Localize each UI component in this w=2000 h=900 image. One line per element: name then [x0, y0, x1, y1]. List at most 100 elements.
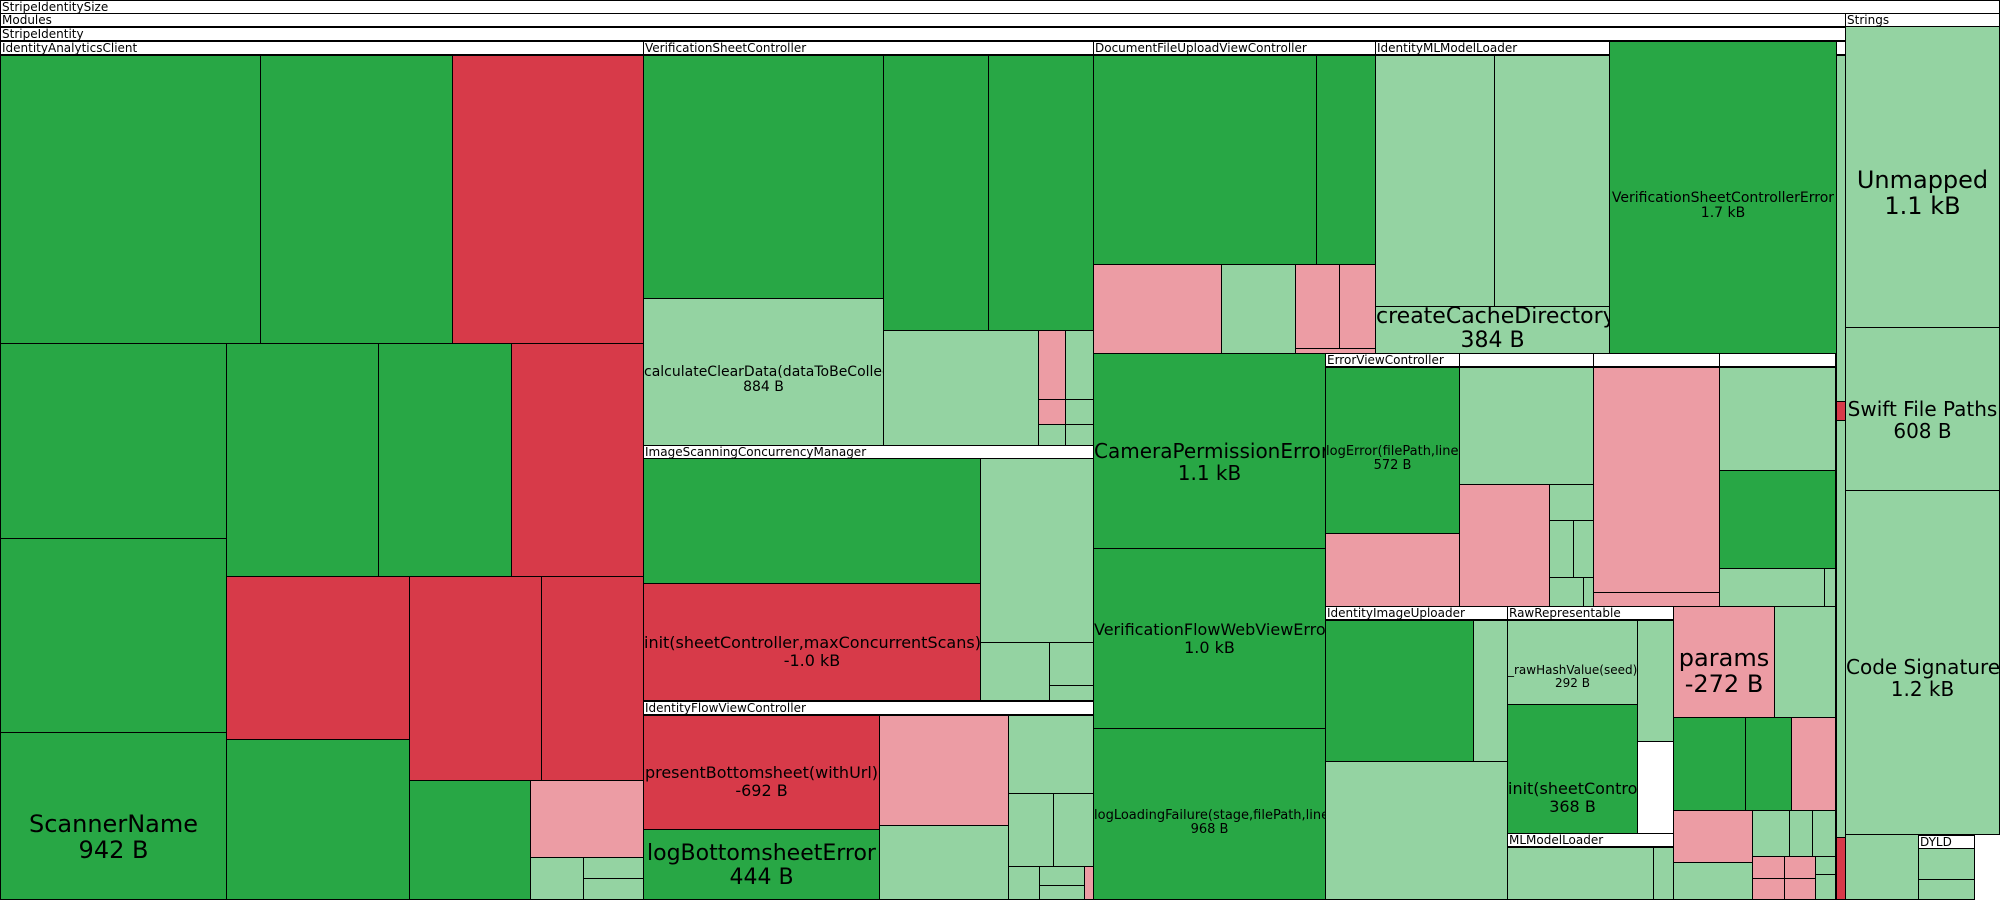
treemap-cell[interactable]: [1325, 533, 1460, 607]
treemap-cell[interactable]: [1815, 874, 1836, 900]
treemap-cell[interactable]: [0, 343, 227, 539]
treemap-cell[interactable]: _rawHashValue(seed) 292 B: [1507, 620, 1638, 705]
treemap-cell[interactable]: createCacheDirectory 384 B: [1375, 306, 1610, 354]
treemap-cell[interactable]: init(sheetController)368 B: [1507, 704, 1638, 834]
treemap-cell[interactable]: [1549, 484, 1594, 521]
treemap-cell[interactable]: [1774, 606, 1836, 718]
treemap-cell[interactable]: [1325, 620, 1474, 762]
treemap-cell[interactable]: [1459, 367, 1594, 485]
treemap-cell[interactable]: [1093, 55, 1317, 265]
treemap-cell[interactable]: VerificationSheetControllerError 1.7 kB: [1609, 41, 1837, 354]
treemap-cell[interactable]: [643, 55, 884, 299]
treemap-cell[interactable]: [409, 576, 542, 781]
treemap-cell[interactable]: [1918, 848, 1975, 880]
treemap-cell[interactable]: [1673, 717, 1746, 811]
treemap-cell[interactable]: [260, 55, 453, 344]
treemap-cell[interactable]: [1637, 620, 1674, 742]
treemap-cell[interactable]: [1049, 685, 1094, 701]
treemap-cell[interactable]: [1008, 793, 1054, 867]
treemap-cell[interactable]: [1784, 878, 1816, 900]
treemap-cell[interactable]: [1038, 399, 1066, 425]
treemap-cell[interactable]: [452, 55, 644, 344]
treemap-cell[interactable]: [1053, 793, 1094, 867]
treemap-cell[interactable]: [583, 878, 644, 900]
treemap-cell[interactable]: [1008, 715, 1094, 794]
treemap-cell[interactable]: [1038, 424, 1066, 446]
treemap-cell[interactable]: [1573, 520, 1594, 578]
treemap-cell[interactable]: [1494, 55, 1610, 307]
treemap-cell[interactable]: [1719, 470, 1836, 569]
treemap-cell[interactable]: [1918, 879, 1975, 900]
treemap-cell[interactable]: [1812, 810, 1836, 857]
treemap-cell[interactable]: [879, 715, 1009, 826]
treemap-cell[interactable]: logLoadingFailure(stage,filePath,line) 96…: [1093, 728, 1326, 900]
treemap-cell[interactable]: [1008, 866, 1040, 900]
treemap-cell[interactable]: [1791, 717, 1836, 811]
treemap-cell[interactable]: [1745, 717, 1792, 811]
treemap-cell[interactable]: logBottomsheetError 444 B: [643, 829, 880, 900]
treemap-cell[interactable]: VerificationFlowWebViewError 1.0 kB: [1093, 548, 1326, 729]
treemap-cell[interactable]: [883, 55, 989, 331]
treemap-cell[interactable]: [879, 825, 1009, 900]
treemap-cell[interactable]: [1065, 399, 1094, 425]
treemap-cell[interactable]: [583, 857, 644, 879]
treemap-cell[interactable]: [1752, 878, 1785, 900]
treemap-cell[interactable]: [226, 343, 379, 577]
treemap-cell[interactable]: [1093, 264, 1222, 354]
treemap-cell[interactable]: [1824, 568, 1836, 607]
treemap-cell[interactable]: [1784, 856, 1816, 879]
treemap-cell[interactable]: [409, 780, 531, 900]
treemap-cell[interactable]: [1039, 866, 1085, 886]
treemap-cell[interactable]: [1316, 55, 1376, 265]
treemap-cell[interactable]: Swift File Paths 608 B: [1845, 327, 2000, 491]
treemap-cell[interactable]: init(sheetController,maxConcurrentScans)…: [643, 583, 981, 701]
treemap-cell[interactable]: [1049, 642, 1094, 686]
treemap-cell[interactable]: calculateClearData(dataToBeCollected)884…: [643, 298, 884, 446]
treemap-cell[interactable]: [1549, 577, 1584, 607]
treemap-cell[interactable]: [1039, 885, 1085, 900]
treemap-cell[interactable]: [226, 739, 410, 900]
treemap-cell[interactable]: [1653, 847, 1674, 900]
treemap-cell[interactable]: [1295, 264, 1340, 349]
treemap-cell[interactable]: [1593, 367, 1720, 593]
treemap-cell[interactable]: Code Signature 1.2 kB: [1845, 490, 2000, 835]
treemap-cell[interactable]: [1719, 568, 1825, 607]
treemap-cell[interactable]: presentBottomsheet(withUrl) -692 B: [643, 715, 880, 830]
treemap-cell[interactable]: [530, 857, 584, 900]
treemap-cell[interactable]: [1593, 592, 1720, 607]
treemap-cell[interactable]: [1789, 810, 1813, 857]
treemap-cell[interactable]: [980, 642, 1050, 701]
treemap-cell[interactable]: [980, 458, 1094, 643]
treemap-cell[interactable]: [988, 55, 1094, 331]
treemap-cell[interactable]: [1752, 810, 1790, 857]
treemap-cell[interactable]: params -272 B: [1673, 606, 1775, 718]
treemap-cell[interactable]: [883, 330, 1039, 446]
treemap-cell[interactable]: ScannerName 942 B: [0, 732, 227, 900]
treemap-cell[interactable]: [1673, 862, 1753, 900]
treemap-cell[interactable]: [1719, 367, 1836, 471]
treemap-cell[interactable]: CameraPermissionError 1.1 kB: [1093, 353, 1326, 549]
treemap-cell[interactable]: [378, 343, 512, 577]
treemap-cell[interactable]: [1549, 520, 1574, 578]
treemap-cell[interactable]: [0, 55, 261, 344]
treemap-cell[interactable]: [1339, 264, 1376, 349]
treemap-cell[interactable]: [1325, 761, 1508, 900]
treemap-cell[interactable]: Unmapped 1.1 kB: [1845, 26, 2000, 328]
treemap-cell[interactable]: [1473, 620, 1508, 762]
treemap-cell[interactable]: [1815, 856, 1836, 875]
treemap-cell[interactable]: [1752, 856, 1785, 879]
treemap-cell[interactable]: [1065, 424, 1094, 446]
treemap-cell[interactable]: [0, 538, 227, 733]
treemap-cell[interactable]: [1038, 330, 1066, 400]
treemap-cell[interactable]: [226, 576, 410, 740]
treemap-cell[interactable]: [1507, 847, 1654, 900]
treemap-cell[interactable]: [643, 458, 981, 584]
treemap-cell[interactable]: [1459, 484, 1550, 607]
treemap-cell[interactable]: [511, 343, 644, 577]
treemap-cell[interactable]: [1065, 330, 1094, 400]
treemap-cell[interactable]: [1845, 834, 1919, 900]
treemap-cell[interactable]: [1221, 264, 1296, 354]
treemap-cell[interactable]: logError(filePath,line) 572 B: [1325, 367, 1460, 534]
treemap-cell[interactable]: [541, 576, 644, 781]
treemap-cell[interactable]: [1375, 55, 1495, 307]
